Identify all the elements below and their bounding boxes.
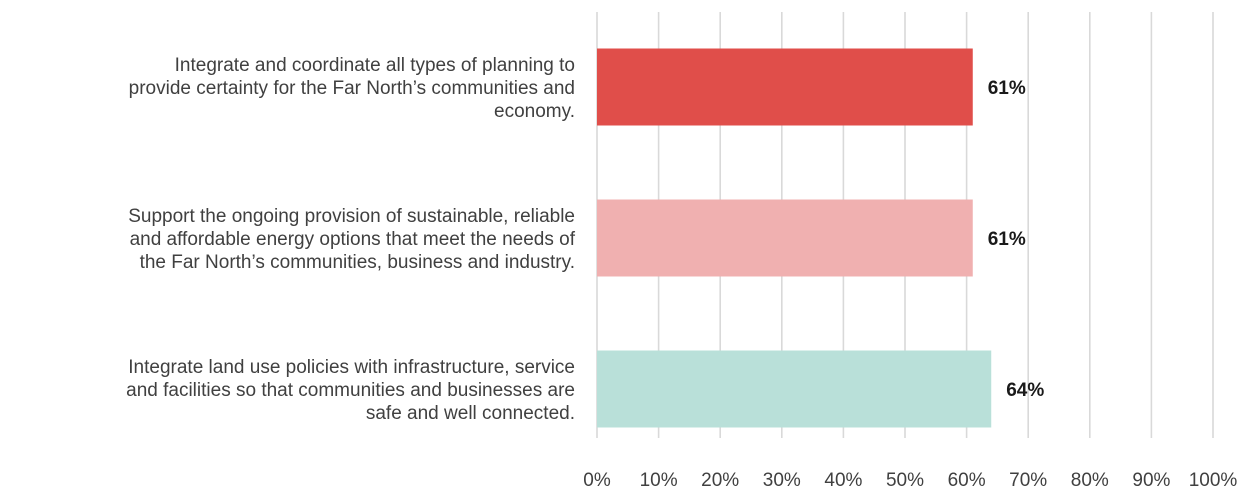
data-labels: 61% 61% 64% (988, 78, 1045, 401)
bar-value-label: 61% (988, 78, 1026, 99)
category-label-line: Integrate land use policies with infrast… (128, 357, 575, 378)
category-label: Integrate land use policies with infrast… (126, 357, 575, 424)
x-tick-label: 100% (1189, 470, 1238, 491)
category-label: Integrate and coordinate all types of pl… (129, 55, 575, 122)
x-tick-label: 30% (763, 470, 801, 491)
category-label-line: the Far North’s communities, business an… (140, 252, 575, 273)
x-tick-label: 50% (886, 470, 924, 491)
bar (597, 199, 973, 277)
category-label-line: economy. (494, 101, 575, 122)
x-tick-label: 60% (948, 470, 986, 491)
x-tick-label: 20% (701, 470, 739, 491)
x-tick-label: 70% (1009, 470, 1047, 491)
bar (597, 48, 973, 126)
category-label-line: Support the ongoing provision of sustain… (128, 206, 575, 227)
x-tick-label: 90% (1132, 470, 1170, 491)
bar-value-label: 64% (1006, 380, 1044, 401)
category-label-line: and affordable energy options that meet … (130, 229, 576, 250)
x-tick-label: 10% (640, 470, 678, 491)
bars (597, 48, 992, 428)
category-label-line: safe and well connected. (366, 403, 575, 424)
bar (597, 350, 992, 428)
category-label-line: Integrate and coordinate all types of pl… (175, 55, 575, 76)
category-labels: Integrate and coordinate all types of pl… (126, 55, 576, 424)
category-label-line: provide certainty for the Far North’s co… (129, 78, 575, 99)
category-label: Support the ongoing provision of sustain… (128, 206, 576, 273)
category-label-line: and facilities so that communities and b… (126, 380, 575, 401)
x-tick-label: 0% (583, 470, 611, 491)
x-axis-tick-labels: 0% 10% 20% 30% 40% 50% 60% 70% 80% 90% 100% (583, 470, 1237, 491)
x-tick-label: 40% (824, 470, 862, 491)
bar-value-label: 61% (988, 229, 1026, 250)
x-tick-label: 80% (1071, 470, 1109, 491)
